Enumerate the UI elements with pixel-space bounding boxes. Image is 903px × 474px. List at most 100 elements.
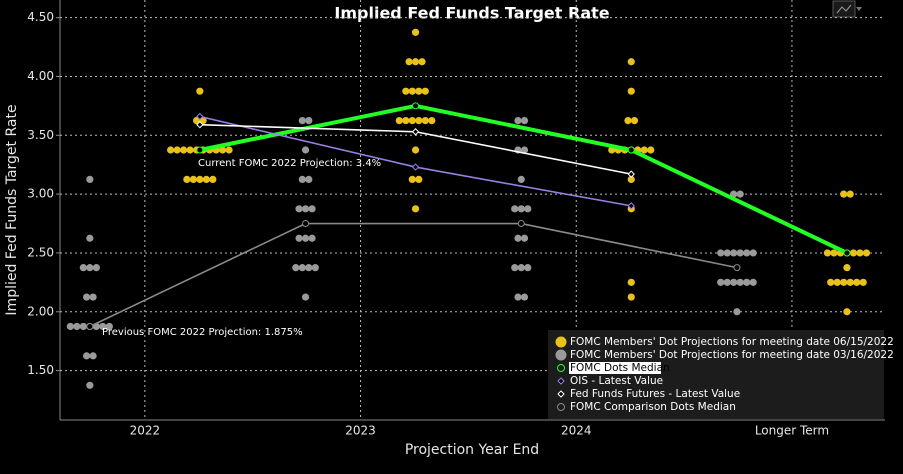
legend-marker: [555, 349, 567, 361]
dot: [627, 87, 635, 95]
legend-marker: [555, 336, 567, 348]
chart-title: Implied Fed Funds Target Rate: [334, 4, 609, 23]
dot: [196, 175, 204, 184]
dot: [846, 190, 854, 198]
x-axis-label: Projection Year End: [405, 442, 539, 458]
dot: [736, 249, 744, 257]
dot: [520, 146, 529, 154]
legend-label: FOMC Members' Dot Projections for meetin…: [570, 336, 894, 348]
dot: [862, 249, 871, 257]
dot: [524, 264, 532, 272]
dot: [411, 146, 420, 154]
marker: [627, 170, 635, 178]
dot: [79, 322, 87, 331]
dot: [167, 146, 175, 154]
y-tick-label: 4.00: [27, 69, 54, 83]
dot: [86, 264, 94, 272]
dot: [840, 190, 848, 198]
dot: [520, 234, 529, 242]
dot: [180, 146, 188, 154]
dot: [514, 234, 522, 242]
dot: [89, 293, 97, 301]
dot: [301, 293, 310, 301]
dot: [92, 264, 100, 272]
dot: [627, 293, 635, 301]
dot: [717, 249, 725, 257]
dot: [225, 146, 233, 154]
dot: [292, 264, 300, 272]
chart-button[interactable]: [832, 0, 862, 18]
dot: [749, 249, 757, 257]
dot: [421, 87, 429, 95]
dot: [295, 234, 303, 242]
dot: [193, 116, 201, 125]
dot: [843, 308, 851, 316]
chart-button-icon: [836, 4, 852, 14]
dot: [411, 58, 420, 66]
dot: [733, 308, 741, 316]
dot: [833, 278, 841, 286]
legend-box: [548, 330, 884, 419]
dot: [402, 87, 410, 95]
dot: [402, 116, 410, 125]
marker: [627, 146, 635, 154]
y-tick-label: 4.50: [27, 10, 54, 24]
dot: [736, 278, 744, 286]
dot: [308, 234, 316, 242]
dot: [308, 205, 316, 213]
marker: [733, 264, 741, 272]
marker: [196, 112, 204, 121]
dot: [511, 264, 519, 272]
y-tick-label: 1.50: [27, 363, 54, 377]
dot: [428, 116, 436, 125]
dot: [301, 146, 310, 154]
dot: [411, 205, 420, 213]
dot: [624, 116, 632, 125]
dot: [411, 28, 420, 36]
dot: [517, 264, 525, 272]
dot: [408, 116, 416, 125]
dot: [79, 264, 87, 272]
marker: [627, 202, 635, 210]
y-tick-label: 3.50: [27, 128, 54, 142]
marker: [196, 120, 204, 129]
dot: [846, 278, 854, 286]
dot: [415, 87, 423, 95]
line: [89, 222, 738, 328]
y-tick-label: 2.50: [27, 245, 54, 259]
x-tick-label: 2023: [345, 424, 376, 438]
dot: [66, 322, 74, 331]
legend-label: FOMC Dots Median: [570, 362, 670, 374]
dot: [514, 116, 522, 125]
dot: [627, 278, 635, 286]
annotation: Previous FOMC 2022 Projection: 1.875%: [102, 327, 303, 338]
dot: [186, 146, 194, 154]
dot: [840, 278, 848, 286]
dot: [311, 264, 319, 272]
dot: [73, 322, 81, 331]
marker: [412, 102, 420, 110]
dot: [305, 264, 313, 272]
marker: [86, 322, 94, 330]
legend-label: OIS - Latest Value: [570, 375, 663, 387]
dot: [202, 175, 210, 184]
legend-label: Fed Funds Futures - Latest Value: [570, 388, 740, 400]
dot: [520, 116, 529, 125]
dot: [189, 175, 197, 184]
dot: [749, 278, 757, 286]
marker: [411, 128, 420, 136]
x-tick-label: 2022: [130, 424, 161, 438]
dot: [736, 190, 744, 198]
dot: [196, 87, 204, 95]
legend-highlight: [569, 362, 661, 374]
dot: [105, 322, 113, 331]
dot: [89, 352, 97, 360]
legend-marker: [557, 364, 565, 372]
dot: [514, 293, 522, 301]
dot: [301, 205, 310, 213]
dot: [301, 234, 310, 242]
chart-button-arrow[interactable]: [856, 7, 862, 11]
dot: [511, 205, 519, 213]
dot: [418, 58, 426, 66]
dot: [723, 249, 731, 257]
